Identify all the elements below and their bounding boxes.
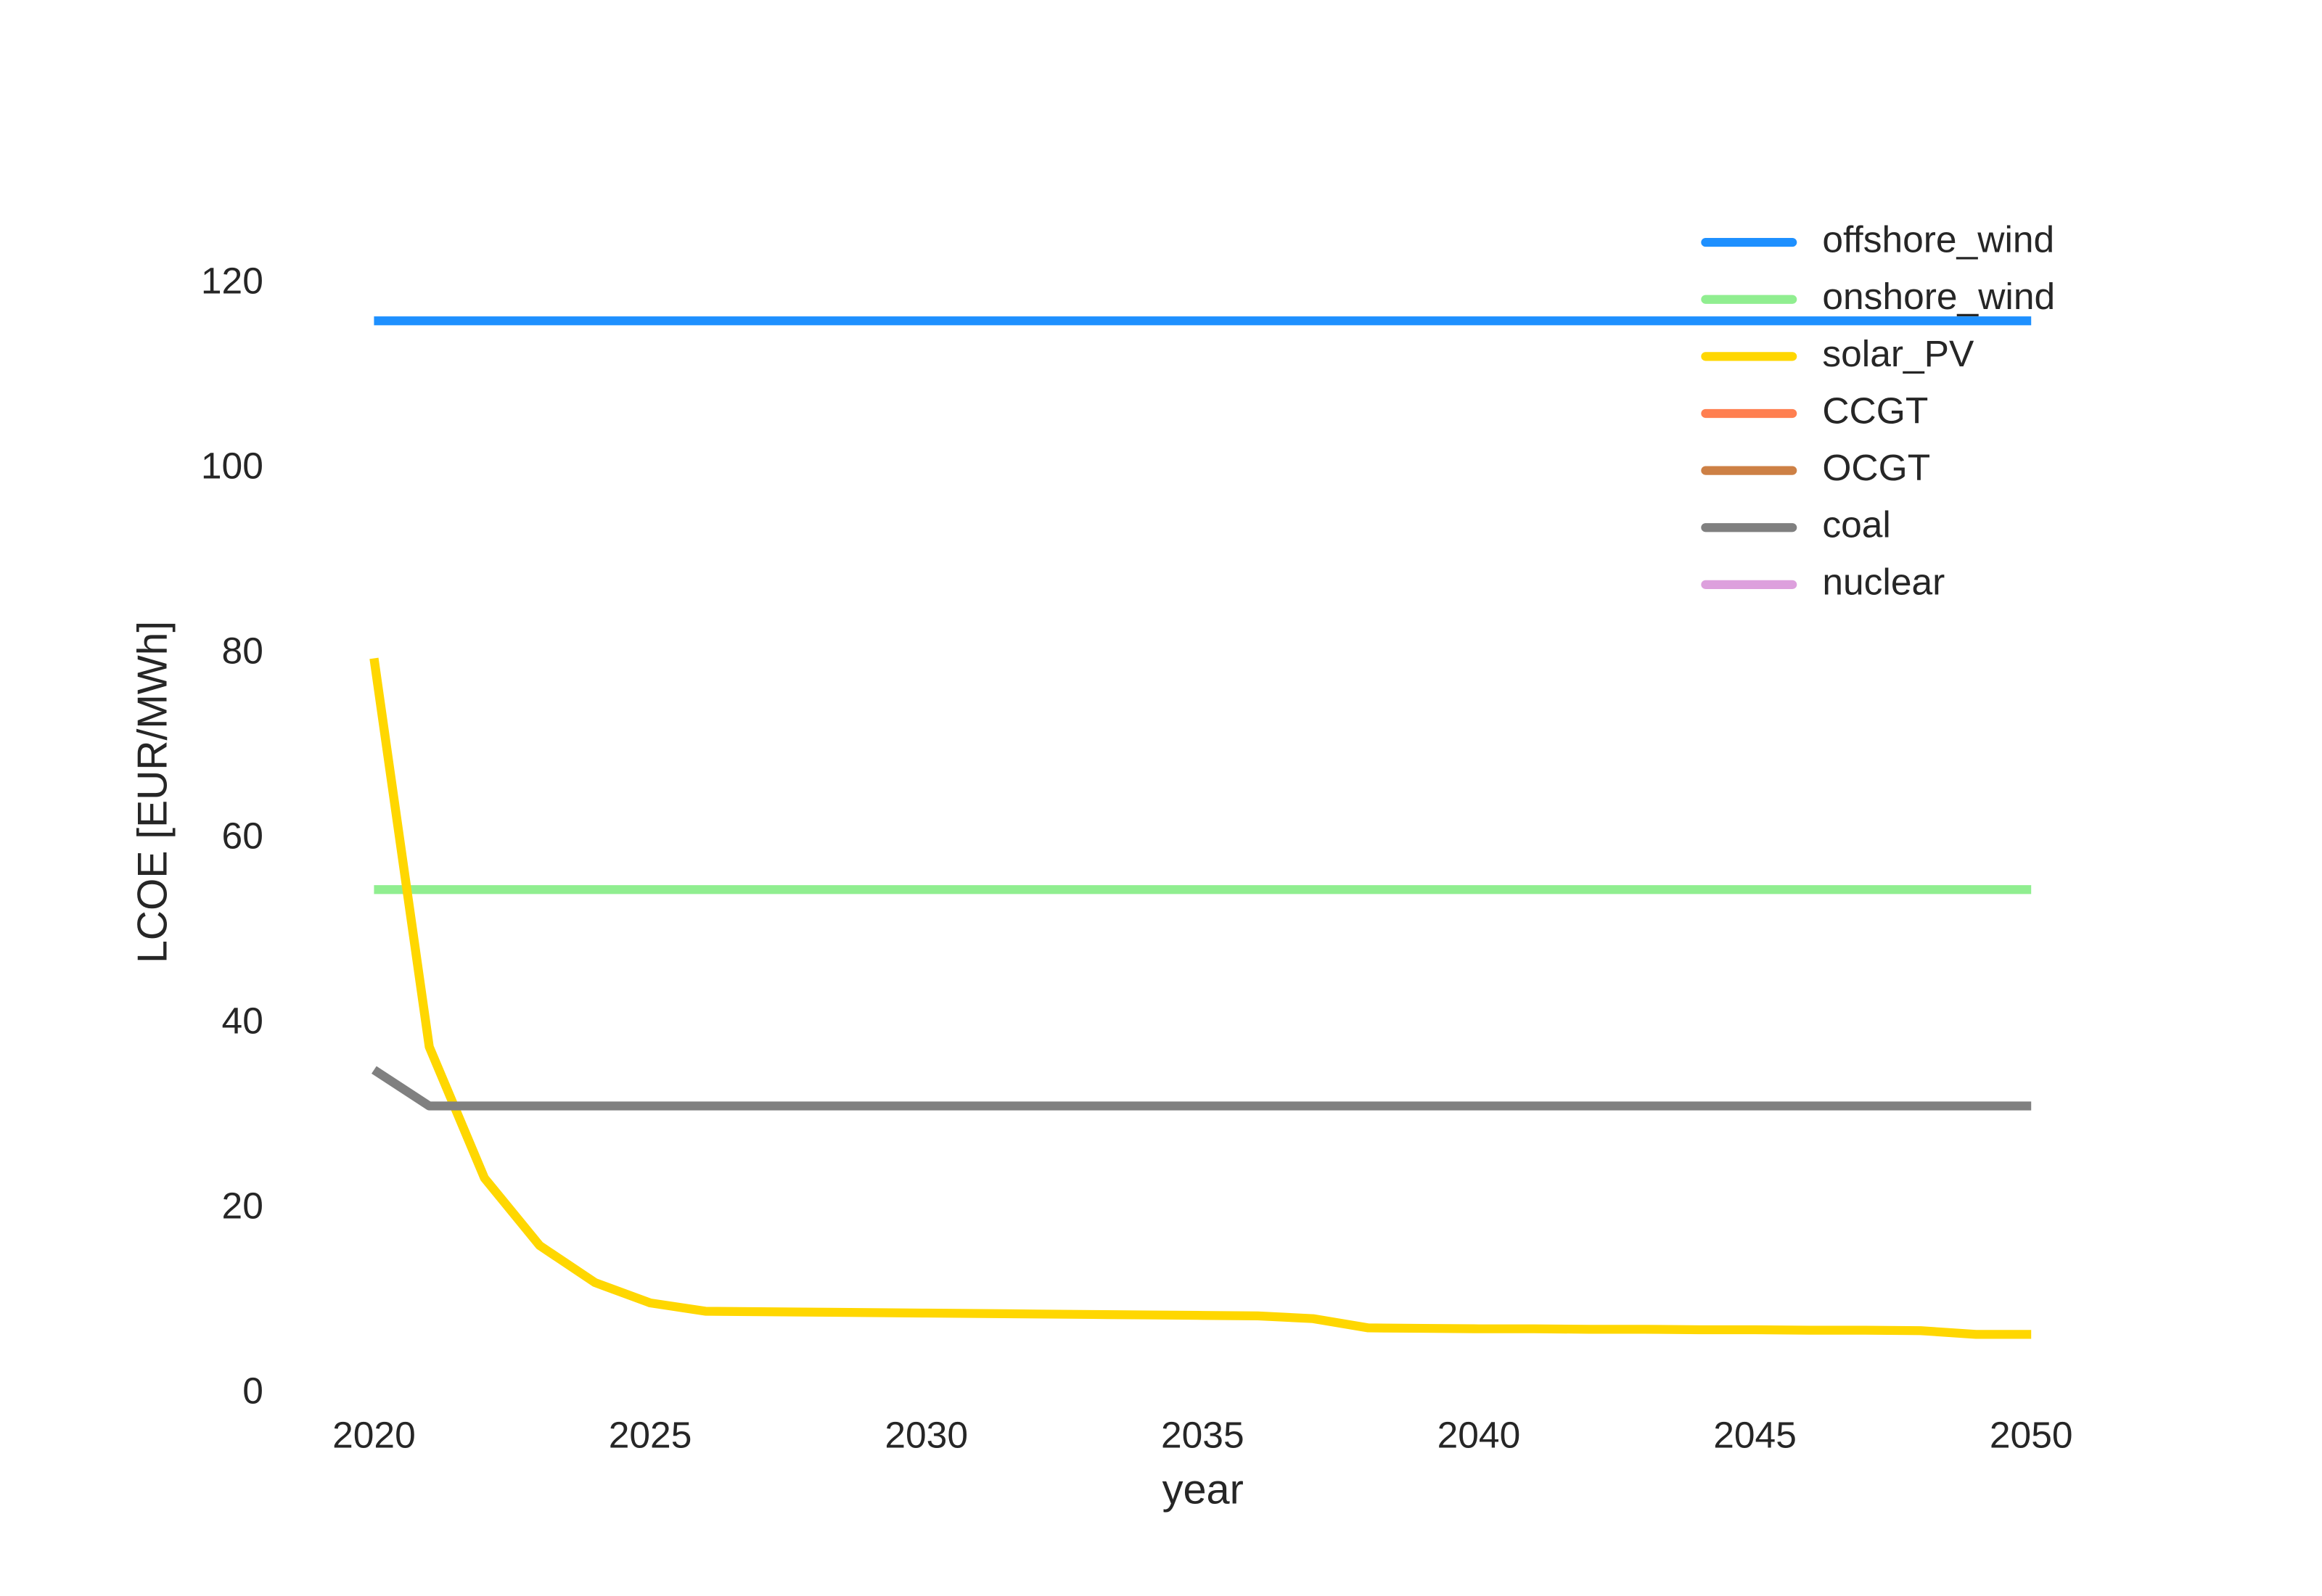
x-tick-label: 2040 bbox=[1437, 1415, 1521, 1456]
legend-label: onshore_wind bbox=[1822, 276, 2055, 317]
legend-label: offshore_wind bbox=[1822, 219, 2054, 260]
y-tick-label: 40 bbox=[222, 1000, 263, 1042]
x-tick-label: 2030 bbox=[885, 1415, 968, 1456]
line-series bbox=[372, 1066, 2032, 1111]
y-axis-label: LCOE [EUR/MWh] bbox=[129, 621, 176, 963]
y-tick-label: 120 bbox=[201, 260, 263, 302]
x-tick-label: 2025 bbox=[609, 1415, 692, 1456]
legend-label: OCGT bbox=[1822, 447, 1930, 488]
x-tick-label: 2035 bbox=[1161, 1415, 1244, 1456]
y-tick-label: 0 bbox=[242, 1370, 263, 1412]
x-axis-label: year bbox=[1162, 1467, 1244, 1513]
legend-label: coal bbox=[1822, 504, 1891, 546]
legend-label: solar_PV bbox=[1822, 333, 1974, 374]
y-tick-label: 100 bbox=[201, 445, 263, 487]
legend-label: CCGT bbox=[1822, 390, 1928, 432]
y-tick-label: 60 bbox=[222, 815, 263, 857]
x-tick-label: 2045 bbox=[1713, 1415, 1797, 1456]
x-tick-label: 2050 bbox=[1990, 1415, 2073, 1456]
y-tick-label: 80 bbox=[222, 630, 263, 672]
y-tick-label: 20 bbox=[222, 1185, 263, 1227]
x-tick-label: 2020 bbox=[332, 1415, 416, 1456]
legend-label: nuclear bbox=[1822, 562, 1945, 603]
line-series bbox=[369, 657, 2032, 1339]
